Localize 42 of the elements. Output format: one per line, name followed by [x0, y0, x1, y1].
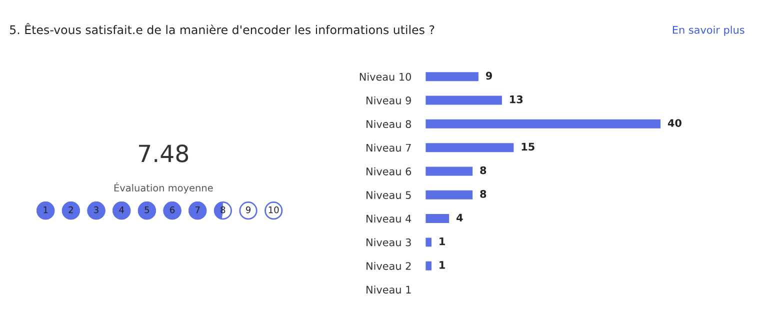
text: 10	[268, 206, 279, 214]
y-tick-label: Niveau 1	[366, 286, 411, 294]
text: 1	[44, 206, 48, 214]
y-tick-label: Niveau 5	[366, 190, 411, 199]
bar	[426, 261, 432, 270]
bar	[426, 119, 661, 128]
text: Évaluation moyenne	[114, 182, 213, 194]
y-tick-label: Niveau 8	[366, 120, 411, 128]
bar	[426, 238, 432, 247]
y-tick-label: Niveau 6	[366, 167, 412, 176]
data-label: 15	[522, 142, 534, 151]
y-tick-label: Niveau 7	[366, 144, 411, 152]
bar	[426, 96, 502, 105]
bar	[426, 190, 473, 200]
data-label: 1	[440, 237, 445, 246]
text: En savoir plus	[672, 26, 744, 36]
data-label: 1	[440, 261, 445, 269]
y-tick-label: Niveau 9	[366, 96, 411, 104]
y-tick-label: Niveau 10	[360, 72, 412, 81]
bar	[426, 214, 450, 224]
data-label: 8	[480, 166, 486, 174]
data-label: 4	[456, 214, 463, 222]
y-tick-label: Niveau 4	[366, 214, 412, 223]
text: 3	[94, 206, 98, 214]
data-label: 13	[510, 95, 523, 104]
text: 4	[119, 206, 124, 214]
data-label: 40	[668, 119, 682, 127]
data-label: 8	[480, 190, 486, 198]
bar	[426, 143, 514, 152]
text: 5	[144, 206, 150, 214]
y-tick-label: Niveau 2	[366, 262, 411, 270]
bar	[426, 72, 478, 82]
bar	[426, 166, 473, 176]
text: 8	[220, 206, 226, 214]
text: 7.48	[139, 144, 188, 162]
text: 9	[246, 206, 251, 214]
text: 6	[170, 206, 175, 214]
data-label: 9	[486, 72, 492, 80]
text: 7	[195, 206, 200, 214]
text: 2	[68, 206, 73, 214]
y-tick-label: Niveau 3	[366, 238, 411, 246]
text: 5. Êtes-vous satisfait.e de la manière d'encoder les informations utiles ?	[10, 23, 434, 34]
